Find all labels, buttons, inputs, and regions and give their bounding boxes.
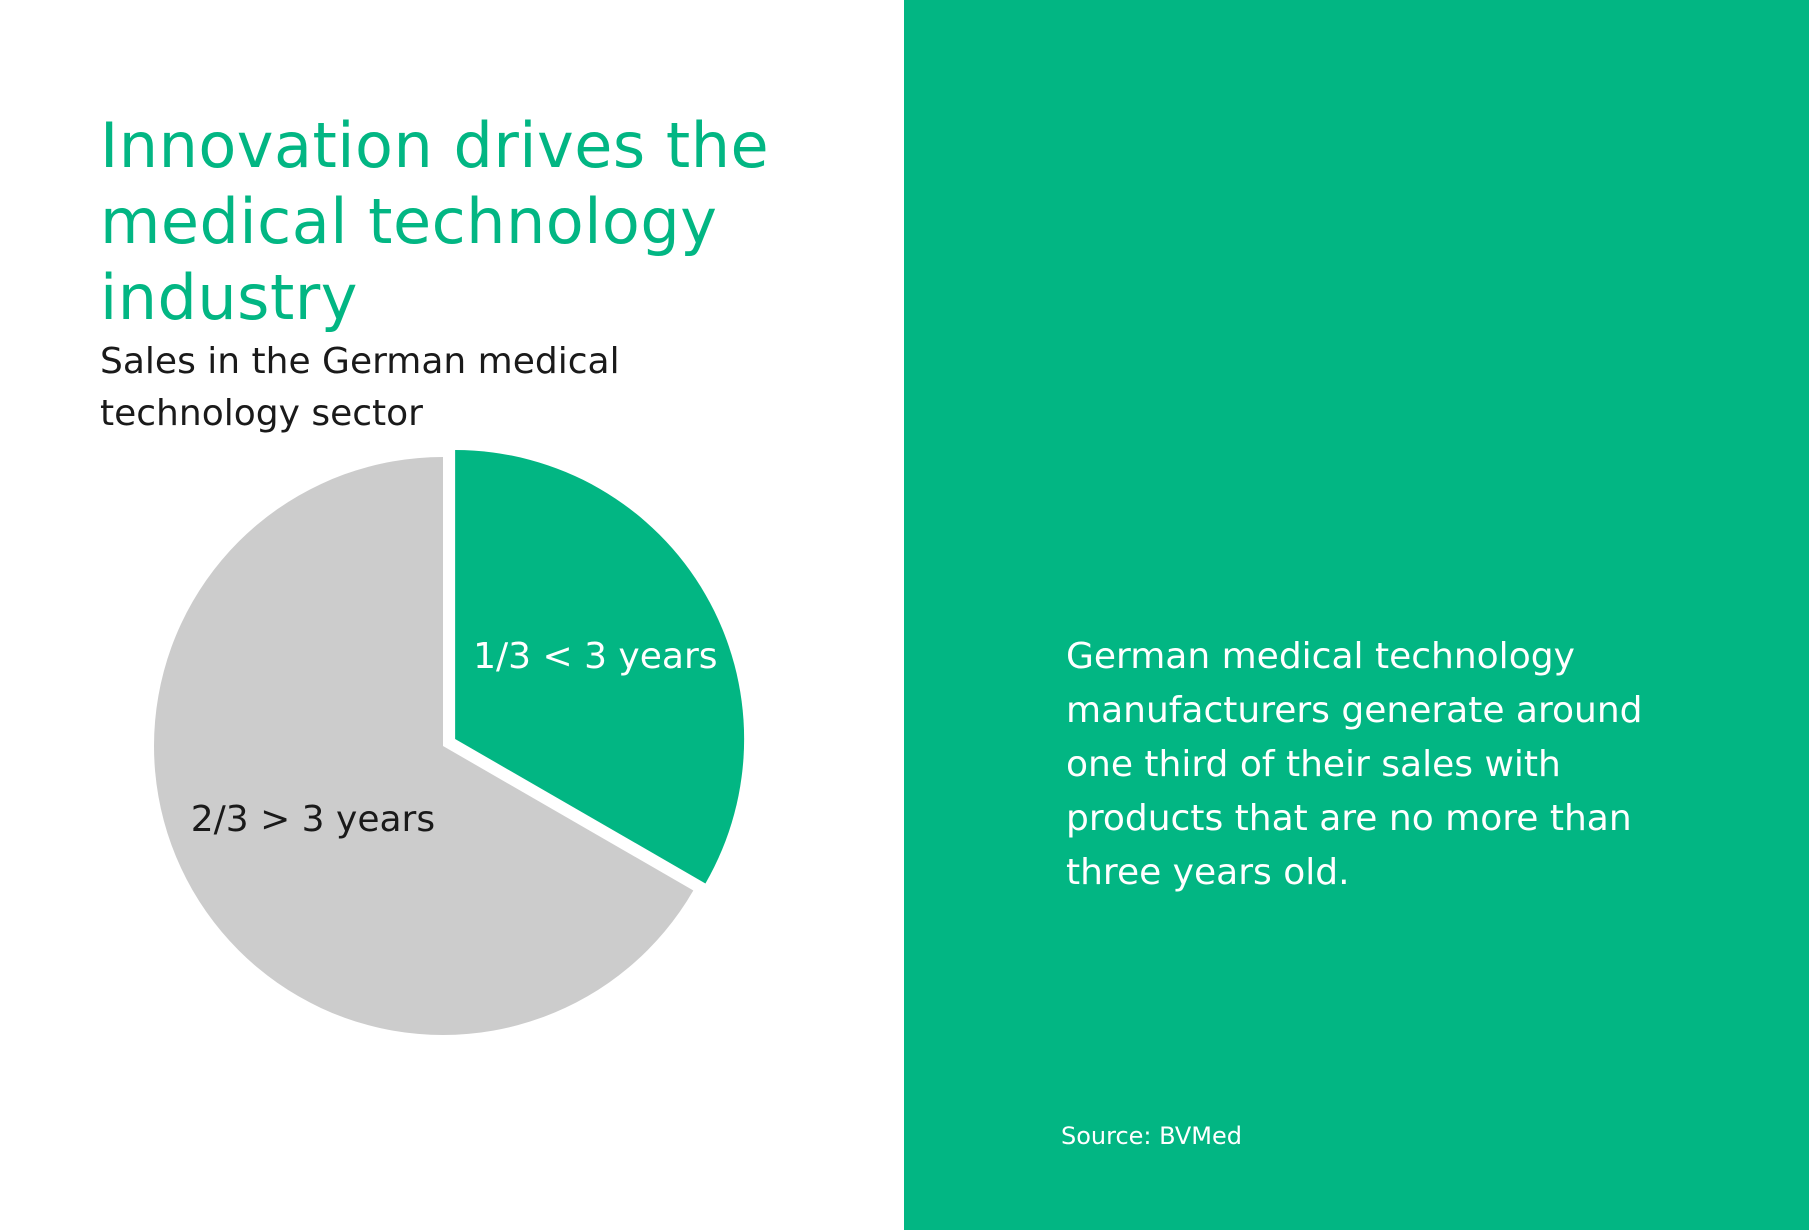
pie-slice-label-1: 1/3 < 3 years — [473, 636, 717, 677]
source-note: Source: BVMed — [1061, 1122, 1242, 1150]
pie-slice-label-2: 2/3 > 3 years — [191, 799, 435, 840]
chart-subtitle: Sales in the German medical technology s… — [100, 341, 620, 434]
pie-slices — [154, 449, 745, 1035]
right-panel — [904, 0, 1809, 1230]
pie-slice-1 — [455, 449, 745, 884]
pie-chart: 1/3 < 3 years 2/3 > 3 years — [154, 449, 745, 1035]
statement-text: German medical technology manufacturers … — [1066, 636, 1643, 893]
pie-labels: 1/3 < 3 years 2/3 > 3 years — [191, 636, 718, 840]
pie-slice-2 — [154, 457, 694, 1035]
page-title: Innovation drives the medical technology… — [100, 109, 770, 334]
